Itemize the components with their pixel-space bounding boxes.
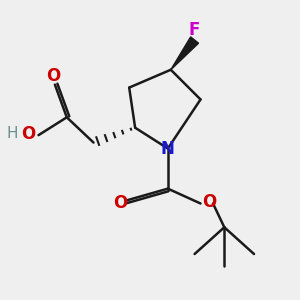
Text: O: O — [202, 193, 216, 211]
Text: O: O — [46, 67, 61, 85]
Text: F: F — [189, 21, 200, 39]
Text: O: O — [21, 125, 35, 143]
Text: N: N — [161, 140, 175, 158]
Text: O: O — [113, 194, 127, 212]
Polygon shape — [171, 37, 199, 70]
Text: H: H — [6, 126, 17, 141]
